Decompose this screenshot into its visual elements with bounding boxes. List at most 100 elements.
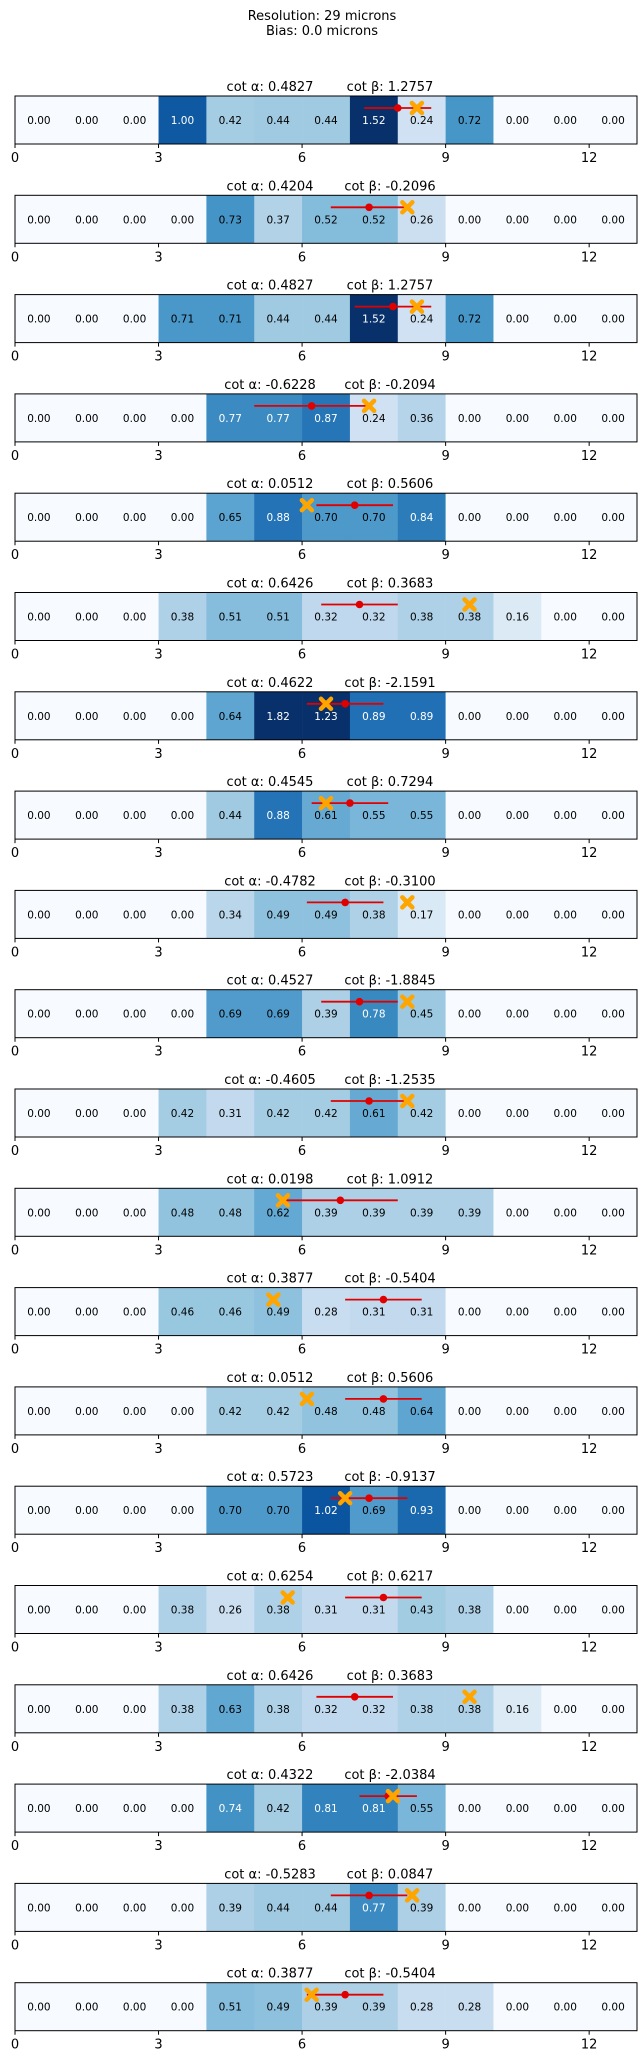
pixel-cell	[15, 1386, 64, 1435]
cell-value-label: 0.39	[219, 1902, 242, 1914]
cell-value-label: 0.00	[123, 1009, 146, 1021]
cell-value-label: 0.49	[266, 2002, 289, 2014]
x-tick-label: 12	[581, 945, 598, 960]
pixel-cell	[397, 791, 446, 840]
cell-value-label: 0.00	[554, 314, 577, 326]
x-tick-label: 9	[441, 151, 449, 166]
pixel-cell	[110, 493, 159, 542]
pixel-cell	[110, 1486, 159, 1535]
pixel-cell	[493, 791, 542, 840]
pixel-cell	[62, 1982, 111, 2031]
panel-4: cot α: -0.6228 cot β: -0.2094 0.00 0.00 0.00…	[11, 378, 638, 464]
pixel-cell	[62, 96, 111, 144]
true-position-marker	[299, 497, 315, 513]
pixel-cell	[541, 1386, 590, 1435]
x-tick-label: 12	[581, 350, 598, 365]
cell-value-label: 0.00	[123, 1307, 146, 1319]
cell-value-label: 0.00	[171, 214, 194, 226]
cell-value-label: 0.38	[171, 1605, 194, 1617]
pixel-cell	[158, 1784, 207, 1833]
pixel-cell	[62, 493, 111, 542]
x-tick-label: 9	[441, 1740, 449, 1755]
cell-value-label: 0.42	[266, 1108, 289, 1120]
pixel-cell	[254, 1684, 303, 1733]
panel-10: cot α: 0.4527 cot β: -1.8845 0.00 0.00 0.00 0…	[11, 974, 638, 1060]
cell-value-label: 0.00	[123, 810, 146, 822]
pixel-cell	[397, 493, 446, 542]
pixel-cell	[349, 1486, 399, 1535]
pixel-cell	[110, 1585, 159, 1634]
cell-value-label: 0.00	[601, 1902, 624, 1914]
pixel-cell	[62, 1784, 111, 1833]
x-tick-label: 9	[441, 1442, 449, 1457]
cell-value-label: 0.39	[314, 2002, 337, 2014]
cell-value-label: 0.00	[458, 1406, 481, 1418]
cell-value-label: 0.69	[362, 1505, 385, 1517]
cell-value-label: 0.43	[410, 1605, 433, 1617]
cell-value-label: 0.00	[506, 810, 529, 822]
pixel-cell	[541, 1585, 590, 1634]
cell-value-label: 0.46	[219, 1307, 243, 1319]
cell-value-label: 0.00	[554, 1803, 577, 1815]
pixel-cell	[254, 989, 303, 1038]
x-tick-label: 12	[581, 747, 598, 762]
cell-value-label: 0.00	[27, 1207, 50, 1219]
pixel-cell	[158, 1486, 207, 1535]
panel-17: cot α: 0.6426 cot β: 0.3683 0.00 0.00 0.00 0.…	[11, 1669, 638, 1755]
cell-value-label: 0.38	[266, 1605, 289, 1617]
pixel-cell	[349, 1585, 399, 1634]
pixel-cell	[493, 195, 542, 244]
cot-alpha-label: cot α: 0.4204	[227, 179, 314, 194]
prediction-point	[379, 1295, 388, 1304]
pixel-cell	[62, 1386, 111, 1435]
pixel-cell	[397, 592, 446, 641]
cell-value-label: 0.44	[314, 115, 338, 127]
cell-value-label: 0.00	[554, 1902, 577, 1914]
pixel-cell	[589, 96, 638, 144]
pixel-cell	[349, 1188, 399, 1237]
x-tick-label: 0	[11, 1938, 19, 1953]
cell-value-label: 0.00	[554, 1406, 577, 1418]
cell-value-label: 0.00	[171, 1406, 194, 1418]
pixel-cell	[206, 393, 255, 442]
pixel-cell	[158, 1287, 207, 1336]
true-position-marker	[409, 299, 425, 314]
cell-value-label: 0.00	[506, 512, 529, 524]
x-tick-label: 6	[298, 1740, 306, 1755]
pixel-cell	[397, 691, 446, 740]
cell-value-label: 0.00	[506, 1207, 529, 1219]
cell-value-label: 0.00	[27, 612, 50, 624]
pixel-cell	[15, 1585, 64, 1634]
cell-value-label: 0.00	[75, 115, 98, 127]
cell-value-label: 0.00	[458, 711, 481, 723]
cot-beta-label: cot β: -0.3100	[344, 874, 435, 889]
pixel-cell	[254, 890, 303, 939]
cell-value-label: 0.39	[362, 2002, 385, 2014]
x-tick-label: 0	[11, 250, 19, 265]
pixel-cell	[445, 294, 494, 343]
pixel-cell	[158, 294, 207, 343]
true-position-marker	[409, 100, 425, 116]
prediction-point	[341, 898, 349, 907]
pixel-cell	[62, 791, 111, 840]
pixel-cell	[541, 96, 590, 144]
panel-20: cot α: 0.3877 cot β: -0.5404 0.00 0.00 0.00 0…	[11, 1967, 638, 2053]
cell-value-label: 0.00	[458, 1902, 481, 1914]
cell-value-label: 0.63	[219, 1704, 242, 1716]
pixel-cell	[206, 791, 255, 840]
pixel-cell	[206, 691, 255, 740]
cot-alpha-label: cot α: 0.4527	[227, 974, 314, 989]
cell-value-label: 0.36	[410, 413, 434, 425]
panel-frame	[14, 1783, 638, 1833]
cell-value-label: 0.00	[75, 1406, 98, 1418]
panel-3: cot α: 0.4827 cot β: 1.2757 0.00 0.00 0.00 0.…	[11, 279, 638, 365]
cot-alpha-label: cot α: 0.6426	[227, 1669, 314, 1684]
pixel-cell	[349, 493, 399, 542]
pixel-cell	[493, 1684, 542, 1733]
cell-value-label: 0.00	[27, 1605, 50, 1617]
cot-alpha-label: cot α: 0.4622	[227, 676, 314, 691]
pixel-cell	[15, 989, 64, 1038]
cell-value-label: 0.64	[219, 711, 243, 723]
pixel-cell	[445, 989, 494, 1038]
pixel-cell	[541, 1089, 590, 1137]
